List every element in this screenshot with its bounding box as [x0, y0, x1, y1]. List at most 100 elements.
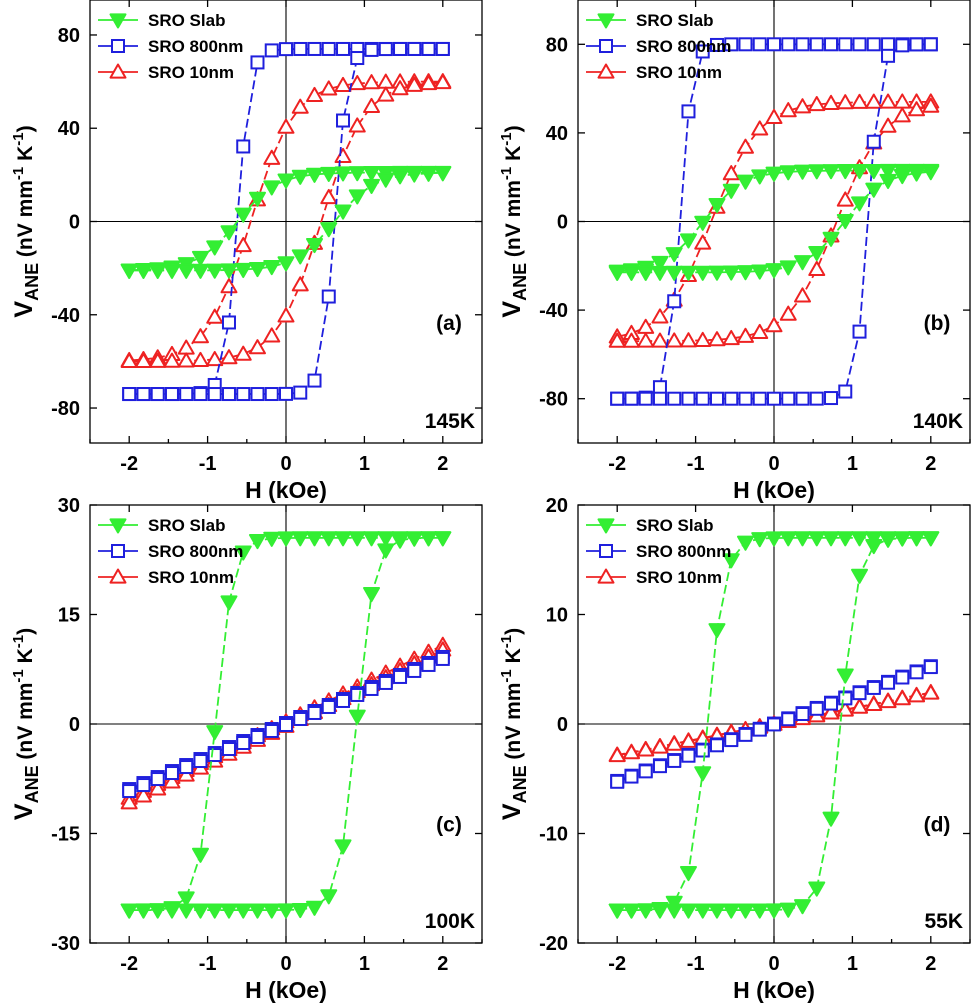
data-point [334, 76, 352, 93]
panel-label: (d) [924, 813, 951, 836]
data-point [377, 531, 395, 547]
data-point [822, 811, 840, 827]
data-point [724, 733, 739, 748]
y-axis-title-part: ) [502, 125, 525, 132]
data-point [667, 391, 682, 406]
data-point [767, 391, 781, 406]
data-point [320, 80, 338, 96]
data-point [179, 387, 194, 402]
data-point [865, 539, 883, 555]
data-point [291, 249, 309, 265]
data-point [665, 895, 683, 911]
y-axis-title-part: -1 [498, 635, 515, 648]
data-point [851, 93, 869, 109]
data-point [765, 317, 783, 333]
y-axis-title-part: K [502, 648, 525, 669]
data-point [694, 234, 712, 250]
data-point [808, 531, 826, 547]
data-point [895, 38, 910, 53]
data-point [250, 387, 265, 402]
y-axis-title-part: ANE [22, 263, 42, 301]
series-sro-slab [608, 531, 940, 919]
y-axis-title-part: (nV mm [502, 683, 525, 766]
data-point [407, 41, 422, 56]
data-point [879, 173, 897, 190]
y-axis-title-part: (nV mm [502, 180, 525, 263]
data-point [348, 117, 366, 133]
data-point [751, 903, 769, 919]
data-point [348, 166, 366, 182]
data-point [206, 350, 224, 367]
data-point [306, 86, 324, 102]
y-axis-title-part: K [14, 648, 37, 669]
data-point [651, 903, 669, 919]
data-point [248, 339, 266, 355]
data-point [622, 903, 640, 919]
legend-item: SRO 800nm [98, 542, 243, 561]
y-axis-title-part: -1 [498, 669, 515, 682]
data-point [363, 97, 381, 113]
data-point [264, 43, 279, 58]
data-point [336, 113, 351, 128]
legend-label: SRO 10nm [636, 63, 722, 82]
y-axis-title-part: -1 [10, 669, 27, 682]
data-point [765, 531, 783, 547]
data-point [637, 903, 655, 919]
data-point [291, 276, 309, 292]
data-point [149, 780, 167, 796]
data-point [695, 743, 710, 758]
data-point [665, 265, 683, 281]
data-point [293, 711, 308, 726]
data-point [320, 188, 338, 205]
data-point [881, 37, 896, 52]
data-point [377, 73, 395, 89]
data-point [681, 391, 696, 406]
data-point [667, 753, 682, 768]
data-point [624, 769, 639, 784]
data-point [321, 699, 336, 714]
y-axis-title: VANE (nV mm-1 K-1) [498, 628, 530, 820]
y-tick-label: 0 [557, 212, 568, 234]
x-tick-label: 2 [925, 453, 936, 475]
y-tick-label: -80 [51, 398, 80, 420]
data-point [709, 738, 724, 753]
x-tick-label: 0 [280, 953, 291, 975]
data-point [923, 37, 938, 52]
data-point [851, 698, 869, 714]
legend-label: SRO Slab [636, 516, 713, 535]
data-point [608, 265, 626, 281]
y-tick-label: 80 [58, 25, 80, 47]
data-point [736, 327, 754, 343]
data-point [363, 166, 381, 182]
data-point [709, 37, 724, 52]
data-point [909, 37, 924, 52]
data-point [134, 263, 152, 279]
legend-marker [109, 13, 127, 29]
x-axis-title: H (kOe) [245, 477, 327, 503]
x-tick-label: 0 [768, 453, 779, 475]
data-point [608, 332, 626, 348]
y-axis-title: VANE (nV mm-1 K-1) [10, 628, 42, 820]
data-point [695, 44, 710, 59]
data-point [191, 351, 209, 368]
legend-marker [599, 39, 613, 53]
legend-item: SRO Slab [586, 11, 713, 30]
y-axis-title-part: -1 [10, 167, 27, 180]
data-point [808, 96, 826, 112]
data-point [363, 74, 381, 90]
data-point [206, 903, 224, 919]
data-point [391, 533, 409, 549]
x-tick-label: 1 [847, 453, 858, 475]
data-point [752, 722, 767, 737]
data-point [751, 120, 769, 136]
temperature-label: 55K [924, 910, 963, 933]
y-axis-title-part: -1 [10, 132, 27, 145]
data-point [307, 41, 322, 56]
data-point [163, 352, 181, 368]
y-tick-label: 40 [546, 123, 568, 145]
data-point [610, 774, 625, 789]
data-point [665, 735, 683, 751]
data-point [724, 391, 739, 406]
temperature-label: 140K [913, 410, 963, 433]
data-point [279, 42, 293, 57]
